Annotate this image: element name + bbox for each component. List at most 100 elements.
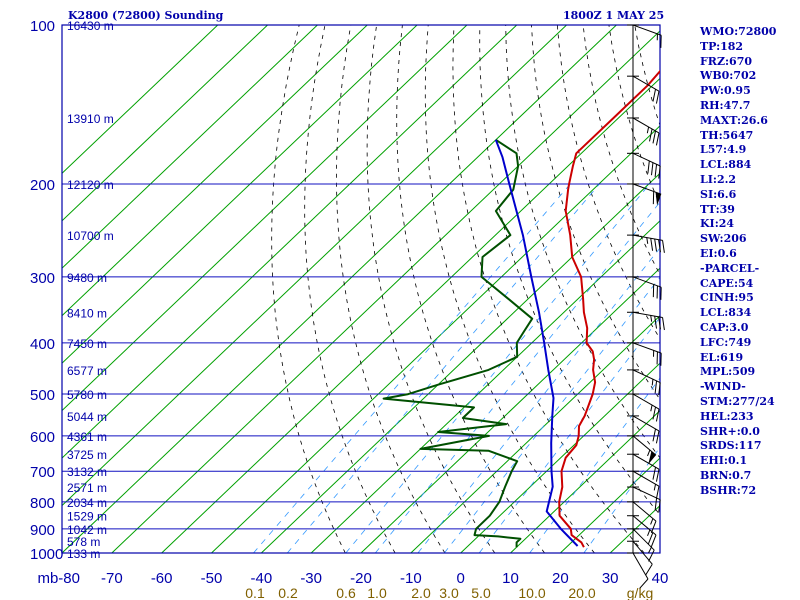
mixing-ratio-line (253, 183, 571, 553)
wind-barb (627, 393, 660, 422)
mixing-ratio-line (417, 247, 660, 553)
wind-barb (627, 152, 661, 179)
temperature-profile-line (558, 69, 660, 548)
mixing-ratio-label: 0.6 (336, 585, 356, 600)
wind-barb (627, 552, 649, 589)
index-item: SI:6.6 (700, 187, 737, 201)
dry-adiabat-line (505, 25, 660, 459)
wind-barb (627, 528, 655, 562)
mixing-ratio-label: 1.0 (367, 585, 387, 600)
isotherm-line (510, 409, 660, 553)
isotherm-line (62, 25, 518, 459)
wind-barb (627, 276, 662, 300)
height-label: 12120 m (67, 178, 114, 192)
index-item: PW:0.95 (700, 84, 751, 98)
index-item: MPL:509 (700, 365, 756, 379)
pressure-tick-label: 300 (30, 270, 55, 287)
pressure-tick-label: 500 (30, 387, 55, 404)
dry-adiabat-line (556, 25, 660, 340)
wind-barb (627, 234, 665, 253)
wind-barb (627, 117, 660, 146)
isotherm-line (62, 25, 468, 412)
height-label: 2034 m (67, 496, 107, 510)
wind-barb (627, 453, 660, 482)
valid-time: 1800Z 1 MAY 25 (563, 9, 665, 22)
isotherm-line (62, 25, 318, 269)
index-item: TH:5647 (700, 128, 754, 142)
dewpoint-profile-line (382, 138, 534, 548)
temperature-tick-label: 30 (602, 570, 619, 587)
chart-frame (61, 24, 661, 554)
isotherm-line (161, 77, 660, 553)
pressure-tick-label: 200 (30, 177, 55, 194)
wind-barb (627, 24, 662, 48)
dry-adiabat-line (366, 25, 496, 553)
parcel-path-line (494, 139, 579, 547)
height-label: 8410 m (67, 306, 107, 320)
index-item: LFC:749 (700, 335, 752, 349)
mixing-ratio-label: 0.2 (278, 585, 298, 600)
isotherm-line (62, 25, 418, 364)
sounding-title: K2800 (72800) Sounding (68, 9, 224, 22)
mixing-ratio-label: g/kg (627, 585, 653, 600)
profiles (382, 69, 660, 548)
index-item: SRDS:117 (700, 439, 762, 453)
wind-barb (627, 540, 653, 576)
dry-adiabat-line (452, 25, 645, 553)
index-item: EI:0.6 (700, 246, 737, 260)
index-item: EHI:0.1 (700, 454, 748, 468)
isotherm-line (111, 30, 660, 553)
temperature-tick-label: mb-80 (37, 570, 80, 587)
mixing-ratio-label: 0.1 (245, 585, 265, 600)
wind-barb (627, 486, 661, 513)
height-label: 2571 m (67, 481, 107, 495)
dry-adiabat-line (531, 25, 660, 401)
height-label: 133 m (67, 547, 100, 561)
index-item: SW:206 (700, 232, 747, 246)
temperature-tick-label: -60 (151, 570, 173, 587)
mixing-ratio-label: 20.0 (568, 585, 595, 600)
isotherm-line (62, 25, 567, 507)
index-item: L57:4.9 (700, 143, 747, 157)
height-label: 3725 m (67, 448, 107, 462)
wind-barb (627, 435, 657, 465)
mixing-ratio-line (583, 446, 660, 553)
stability-indices-list: WMO:72800 TP:182 FRZ:670 WB0:702 PW:0.95 RH:4… (700, 25, 776, 499)
temperature-tick-label: 20 (552, 570, 569, 587)
pressure-tick-label: 700 (30, 464, 55, 481)
mixing-ratio-label: 5.0 (471, 585, 491, 600)
mixing-ratio-line (345, 183, 650, 553)
index-item: FRZ:670 (700, 54, 753, 68)
index-item: LCL:884 (700, 158, 752, 172)
index-item: RH:47.7 (700, 98, 751, 112)
temperature-tick-label: -20 (350, 570, 372, 587)
mixing-ratio-line (478, 316, 660, 553)
mixing-ratio-line (443, 276, 660, 553)
isotherm-line (460, 362, 660, 553)
dry-adiabat-line (396, 25, 545, 553)
isotherm-line (62, 25, 617, 553)
mixing-ratio-line (374, 201, 660, 553)
isotherm-line (62, 25, 368, 317)
isotherm-line (260, 172, 660, 553)
index-item: HEL:233 (700, 409, 754, 423)
index-item: CAP:3.0 (700, 320, 749, 334)
mixing-ratio-line (287, 183, 600, 553)
temperature-tick-label: -70 (101, 570, 123, 587)
height-label: 1042 m (67, 523, 107, 537)
index-item: CAPE:54 (700, 276, 754, 290)
temperature-tick-label: 0 (456, 570, 464, 587)
index-item: WMO:72800 (700, 25, 777, 38)
index-item: EL:619 (700, 350, 744, 364)
background-lines (62, 25, 660, 553)
index-item: CINH:95 (700, 291, 754, 305)
index-item: BRN:0.7 (700, 468, 752, 482)
index-item: STM:277/24 (700, 394, 775, 408)
dry-adiabat-line (336, 25, 446, 553)
isotherm-line (310, 220, 660, 553)
index-item: SHR+:0.0 (700, 424, 760, 438)
index-item: BSHR:72 (700, 483, 757, 497)
height-label: 9480 m (67, 271, 107, 285)
pressure-tick-label: 800 (30, 495, 55, 512)
dry-adiabat-line (424, 25, 595, 553)
